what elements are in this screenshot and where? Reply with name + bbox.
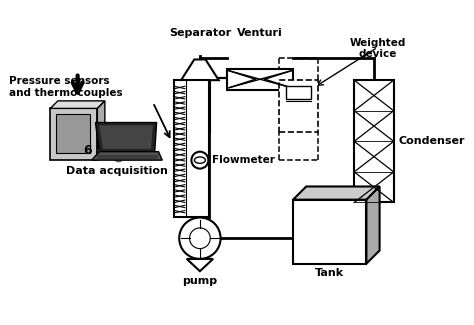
Polygon shape: [366, 187, 380, 264]
Text: Weighted
device: Weighted device: [349, 38, 406, 59]
Bar: [354, 80, 394, 202]
Circle shape: [179, 217, 220, 259]
Text: Test section: Test section: [191, 118, 200, 179]
Circle shape: [191, 152, 209, 169]
Text: Data acquisition: Data acquisition: [66, 166, 168, 176]
Text: Tank: Tank: [315, 268, 344, 278]
Text: Flowmeter: Flowmeter: [212, 155, 275, 165]
Text: Condenser: Condenser: [399, 136, 465, 146]
Polygon shape: [95, 123, 156, 152]
Ellipse shape: [194, 157, 205, 163]
Text: 6: 6: [83, 144, 92, 157]
Bar: [293, 200, 366, 264]
Bar: [50, 109, 97, 160]
Bar: [173, 80, 210, 216]
Polygon shape: [293, 187, 380, 200]
Polygon shape: [50, 101, 105, 109]
Bar: [56, 114, 90, 153]
Circle shape: [190, 228, 210, 249]
Polygon shape: [99, 125, 153, 149]
Text: Separator: Separator: [169, 28, 231, 38]
Polygon shape: [91, 152, 162, 160]
Polygon shape: [181, 59, 219, 80]
Text: pump: pump: [182, 276, 218, 286]
Bar: [286, 86, 311, 99]
Text: Venturi: Venturi: [237, 28, 283, 38]
Bar: [227, 69, 293, 90]
Bar: [190, 80, 210, 132]
Polygon shape: [97, 101, 105, 160]
Polygon shape: [187, 259, 213, 271]
Bar: [279, 80, 319, 132]
Text: Pressure sensors
and thermocouples: Pressure sensors and thermocouples: [9, 76, 123, 98]
